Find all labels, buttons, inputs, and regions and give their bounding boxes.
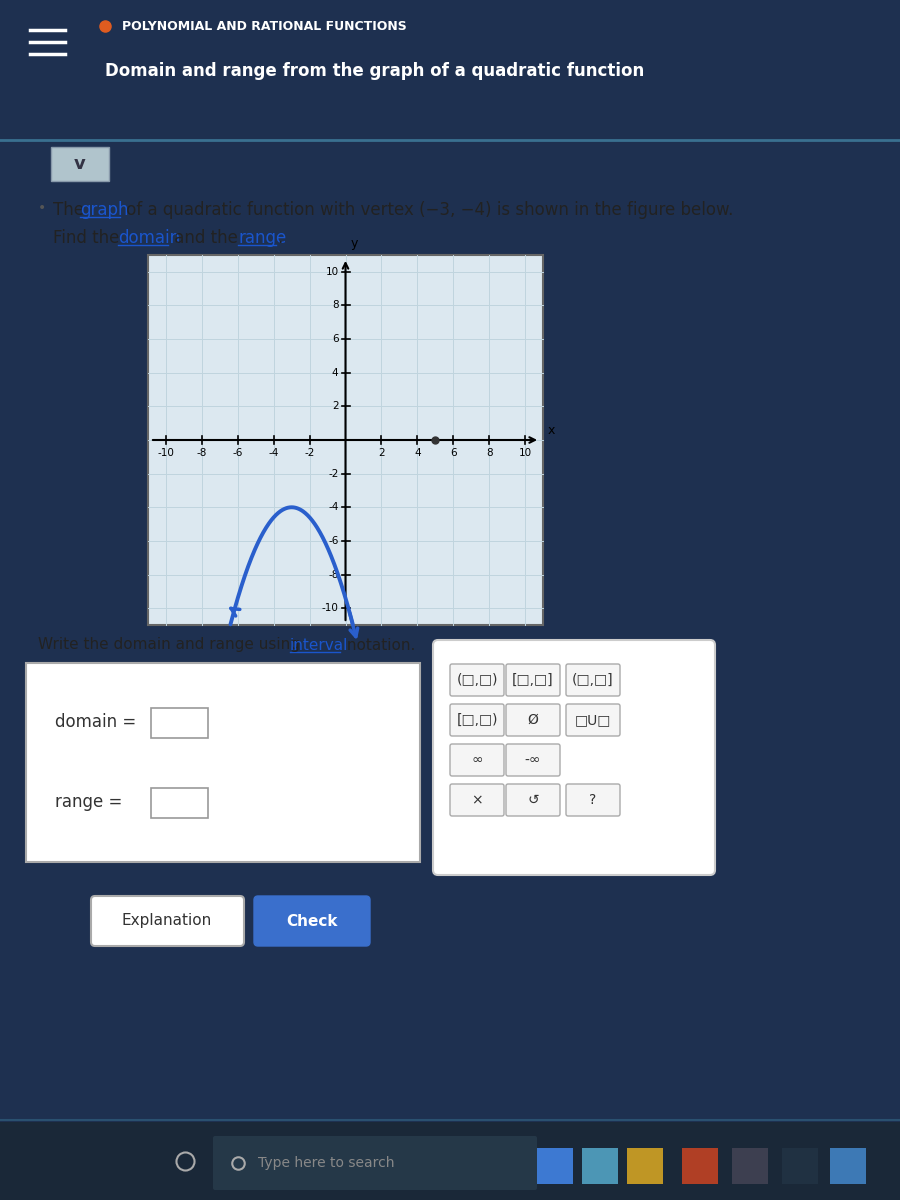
Text: Check: Check xyxy=(286,913,338,929)
Text: ×: × xyxy=(472,793,482,806)
Text: -8: -8 xyxy=(197,448,207,458)
Text: □U□: □U□ xyxy=(575,713,611,727)
Bar xyxy=(682,1148,718,1184)
FancyBboxPatch shape xyxy=(51,146,109,181)
Text: 8: 8 xyxy=(332,300,338,311)
Bar xyxy=(627,1148,663,1184)
FancyBboxPatch shape xyxy=(506,664,560,696)
FancyBboxPatch shape xyxy=(433,640,715,875)
Text: interval: interval xyxy=(290,637,348,653)
Text: ?: ? xyxy=(590,793,597,806)
Text: -2: -2 xyxy=(328,469,338,479)
Text: Ø: Ø xyxy=(527,713,538,727)
FancyBboxPatch shape xyxy=(26,662,420,862)
Text: -8: -8 xyxy=(328,570,338,580)
Text: y: y xyxy=(350,236,358,250)
Text: (□,□]: (□,□] xyxy=(572,673,614,686)
Bar xyxy=(582,1148,618,1184)
Bar xyxy=(732,1148,768,1184)
Text: -4: -4 xyxy=(328,503,338,512)
Text: Type here to search: Type here to search xyxy=(258,1156,394,1170)
FancyBboxPatch shape xyxy=(566,664,620,696)
Text: 2: 2 xyxy=(332,401,338,412)
Text: x: x xyxy=(548,424,555,437)
FancyBboxPatch shape xyxy=(450,704,504,736)
FancyBboxPatch shape xyxy=(566,784,620,816)
Text: 6: 6 xyxy=(450,448,456,458)
Text: -2: -2 xyxy=(304,448,315,458)
Text: -10: -10 xyxy=(321,604,338,613)
Text: and the: and the xyxy=(169,229,243,247)
Text: Domain and range from the graph of a quadratic function: Domain and range from the graph of a qua… xyxy=(105,62,644,80)
Text: Write the domain and range using: Write the domain and range using xyxy=(38,637,305,653)
FancyBboxPatch shape xyxy=(91,896,244,946)
Text: -6: -6 xyxy=(232,448,243,458)
Text: Find the: Find the xyxy=(53,229,124,247)
Bar xyxy=(0,1122,900,1200)
Bar xyxy=(782,1148,818,1184)
FancyBboxPatch shape xyxy=(566,704,620,736)
Text: graph: graph xyxy=(80,200,129,218)
FancyBboxPatch shape xyxy=(151,788,208,818)
Text: 10: 10 xyxy=(326,266,338,277)
Text: (□,□): (□,□) xyxy=(456,673,498,686)
Text: •: • xyxy=(38,200,46,215)
Text: -6: -6 xyxy=(328,536,338,546)
Bar xyxy=(148,254,543,625)
FancyBboxPatch shape xyxy=(450,784,504,816)
Text: notation.: notation. xyxy=(342,637,416,653)
Text: Explanation: Explanation xyxy=(122,913,212,929)
FancyBboxPatch shape xyxy=(213,1136,537,1190)
Text: range =: range = xyxy=(55,793,122,811)
Text: .: . xyxy=(277,229,283,247)
Text: -4: -4 xyxy=(268,448,279,458)
FancyBboxPatch shape xyxy=(506,784,560,816)
Text: -∞: -∞ xyxy=(525,754,541,767)
Text: -10: -10 xyxy=(158,448,175,458)
Text: 8: 8 xyxy=(486,448,492,458)
Text: ↺: ↺ xyxy=(527,793,539,806)
Text: ∞: ∞ xyxy=(472,754,482,767)
Text: 2: 2 xyxy=(378,448,384,458)
FancyBboxPatch shape xyxy=(506,744,560,776)
Text: domain =: domain = xyxy=(55,713,136,731)
FancyBboxPatch shape xyxy=(506,704,560,736)
Text: range: range xyxy=(238,229,286,247)
FancyBboxPatch shape xyxy=(151,708,208,738)
Text: [□,□]: [□,□] xyxy=(512,673,554,686)
Text: domain: domain xyxy=(118,229,180,247)
FancyBboxPatch shape xyxy=(450,664,504,696)
Bar xyxy=(830,1148,866,1184)
Text: of a quadratic function with vertex (−3, −4) is shown in the figure below.: of a quadratic function with vertex (−3,… xyxy=(121,200,734,218)
Text: 4: 4 xyxy=(332,367,338,378)
FancyBboxPatch shape xyxy=(450,744,504,776)
Text: 6: 6 xyxy=(332,334,338,344)
Bar xyxy=(537,1148,573,1184)
Text: The: The xyxy=(53,200,89,218)
Text: 10: 10 xyxy=(518,448,532,458)
Text: POLYNOMIAL AND RATIONAL FUNCTIONS: POLYNOMIAL AND RATIONAL FUNCTIONS xyxy=(122,19,407,32)
Text: [□,□): [□,□) xyxy=(456,713,498,727)
Text: 4: 4 xyxy=(414,448,420,458)
Text: v: v xyxy=(74,155,86,173)
FancyBboxPatch shape xyxy=(254,896,370,946)
